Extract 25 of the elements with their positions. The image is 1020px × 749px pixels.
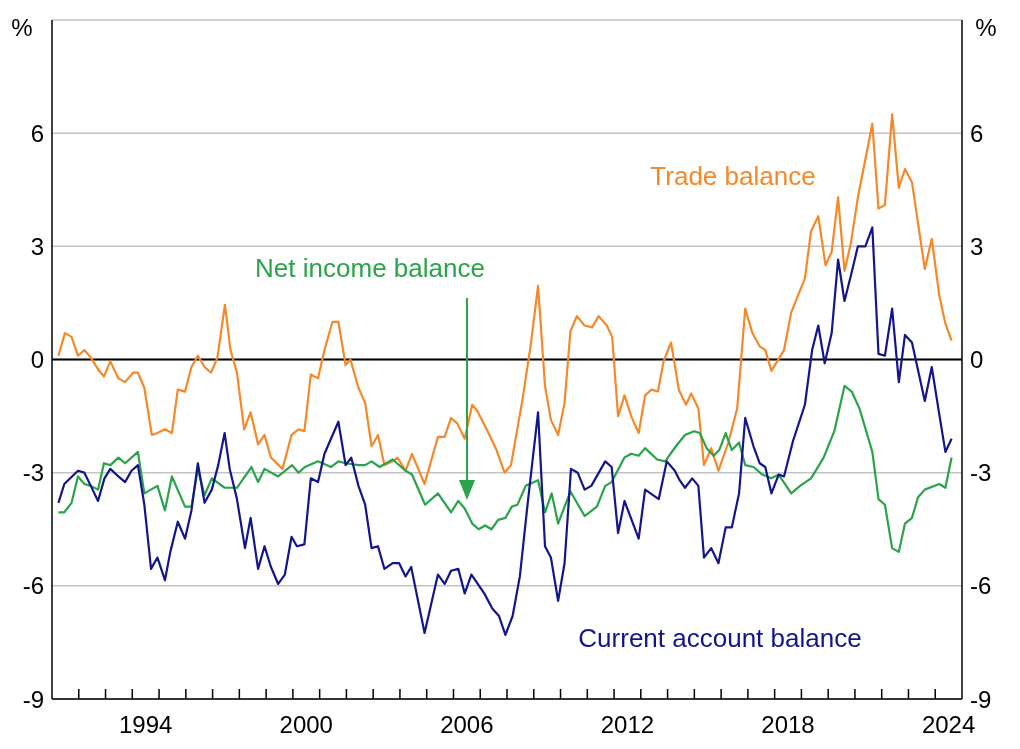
series-label: Trade balance [650, 160, 816, 191]
x-tick-label: 2018 [761, 711, 815, 738]
x-tick-label: 2000 [279, 711, 333, 738]
y-tick-label: 6 [30, 119, 44, 147]
y2-tick-label: -3 [970, 459, 992, 487]
y2-tick-label: 0 [970, 346, 984, 374]
y2-axis-title: % [975, 14, 997, 41]
y-tick-label: 3 [30, 232, 44, 260]
y-tick-label: -6 [22, 572, 44, 600]
line-series [57, 384, 953, 553]
y2-tick-label: -6 [970, 572, 992, 600]
line-series [57, 113, 953, 486]
y-tick-label: 0 [30, 346, 44, 374]
y-tick-label: -3 [22, 459, 44, 487]
y2-tick-label: -9 [970, 685, 992, 713]
text: Net income balance [255, 252, 485, 283]
x-tick-label: 2012 [600, 711, 655, 738]
x-tick-label: 2006 [440, 711, 494, 738]
y2-tick-label: 6 [970, 119, 984, 147]
x-tick-label: 1994 [118, 711, 173, 738]
series-label: Current account balance [578, 622, 862, 653]
y2-tick-label: 3 [970, 232, 984, 260]
y-axis-title: % [11, 14, 33, 41]
x-tick-label: 2024 [921, 711, 976, 738]
y-tick-label: -9 [22, 685, 44, 713]
